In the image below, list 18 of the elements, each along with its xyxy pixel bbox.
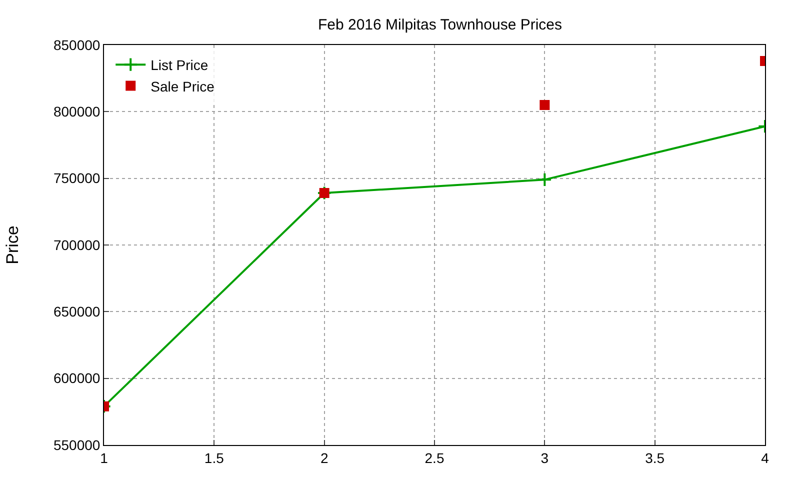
y-tick-label: 650000 bbox=[53, 304, 100, 320]
x-tick-label: 2 bbox=[320, 450, 328, 466]
y-tick-label: 700000 bbox=[53, 236, 100, 253]
x-tick-label: 1 bbox=[100, 450, 108, 466]
y-tick-label: 850000 bbox=[53, 36, 100, 53]
x-tick-label: 1.5 bbox=[204, 450, 224, 466]
y-tick-label: 550000 bbox=[53, 436, 100, 453]
legend-label: List Price bbox=[150, 57, 208, 74]
x-tick-label: 3.5 bbox=[645, 450, 665, 466]
y-tick-label: 750000 bbox=[53, 170, 100, 186]
y-tick-label: 800000 bbox=[53, 104, 100, 120]
x-tick-label: 4 bbox=[761, 450, 770, 466]
chart-title: Feb 2016 Milpitas Townhouse Prices bbox=[318, 16, 562, 34]
x-tick-label: 3 bbox=[540, 450, 549, 466]
y-axis-title: Price bbox=[3, 226, 22, 264]
legend-label: Sale Price bbox=[150, 78, 215, 94]
x-tick-label: 2.5 bbox=[424, 450, 444, 466]
y-tick-label: 600000 bbox=[53, 370, 100, 386]
